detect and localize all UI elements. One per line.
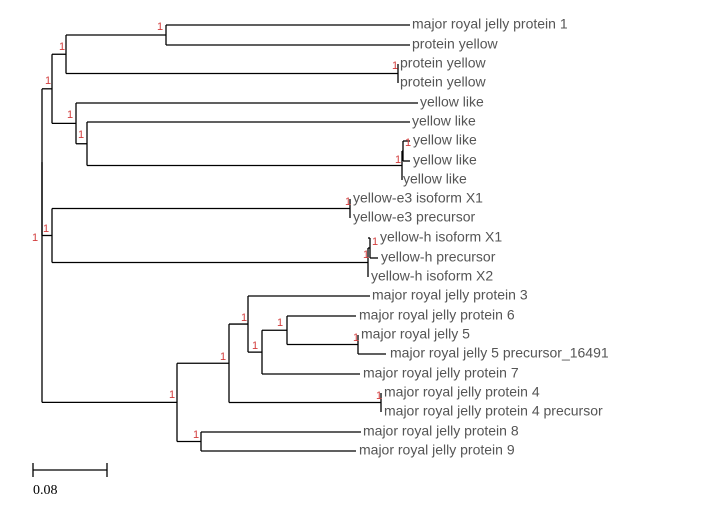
support-value-3: 1 — [45, 75, 51, 87]
leaf-label: major royal jelly protein 4 — [384, 384, 540, 400]
leaf-label: protein yellow — [412, 36, 498, 52]
support-value-13: 1 — [277, 317, 283, 329]
leaf-label: yellow-e3 isoform X1 — [353, 190, 483, 206]
leaf-label: protein yellow — [400, 55, 486, 71]
support-value-9: 1 — [345, 196, 351, 208]
leaf-label: yellow-h precursor — [381, 249, 496, 265]
support-value-18: 1 — [376, 390, 382, 402]
leaf-label: yellow like — [412, 113, 476, 129]
leaf-label: major royal jelly 5 — [361, 326, 470, 342]
leaf-label: protein yellow — [400, 74, 486, 90]
support-value-2: 1 — [392, 60, 398, 72]
support-value-7: 1 — [395, 154, 401, 166]
leaf-label: major royal jelly protein 1 — [412, 16, 568, 32]
support-value-10: 1 — [372, 236, 378, 248]
leaf-label: yellow-h isoform X1 — [380, 229, 502, 245]
leaf-label: yellow like — [420, 94, 484, 110]
leaf-label: major royal jelly protein 6 — [359, 307, 515, 323]
leaf-label: major royal jelly protein 8 — [363, 423, 519, 439]
leaf-label: major royal jelly protein 3 — [372, 287, 528, 303]
scale-bar-label: 0.08 — [33, 483, 58, 498]
leaf-label: yellow-h isoform X2 — [371, 268, 493, 284]
support-value-0: 1 — [157, 21, 163, 33]
support-value-11: 1 — [363, 249, 369, 261]
leaf-label: major royal jelly protein 7 — [363, 365, 519, 381]
support-value-8: 1 — [43, 223, 49, 235]
support-value-5: 1 — [78, 129, 84, 141]
scale-bar: 0.08 — [32, 463, 108, 498]
leaf-label: major royal jelly protein 9 — [359, 442, 515, 458]
support-value-19: 1 — [169, 389, 175, 401]
leaf-label: major royal jelly 5 precursor_16491 — [390, 345, 609, 361]
support-value-20: 1 — [193, 429, 199, 441]
support-value-12: 1 — [32, 232, 38, 244]
support-value-4: 1 — [67, 109, 73, 121]
support-value-17: 1 — [220, 351, 226, 363]
leaf-label: yellow-e3 precursor — [353, 209, 475, 225]
leaf-labels: major royal jelly protein 1 protein yello… — [353, 16, 609, 458]
support-value-16: 1 — [241, 312, 247, 324]
support-value-6: 1 — [405, 137, 411, 149]
support-value-1: 1 — [59, 41, 65, 53]
tree-branches — [41, 24, 418, 452]
leaf-label: yellow like — [403, 171, 467, 187]
support-value-14: 1 — [252, 340, 258, 352]
leaf-label: major royal jelly protein 4 precursor — [384, 403, 603, 419]
leaf-label: yellow like — [413, 152, 477, 168]
support-value-15: 1 — [353, 332, 359, 344]
leaf-label: yellow like — [413, 132, 477, 148]
